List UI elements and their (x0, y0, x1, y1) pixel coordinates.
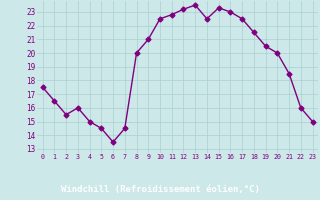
Text: Windchill (Refroidissement éolien,°C): Windchill (Refroidissement éolien,°C) (60, 185, 260, 194)
